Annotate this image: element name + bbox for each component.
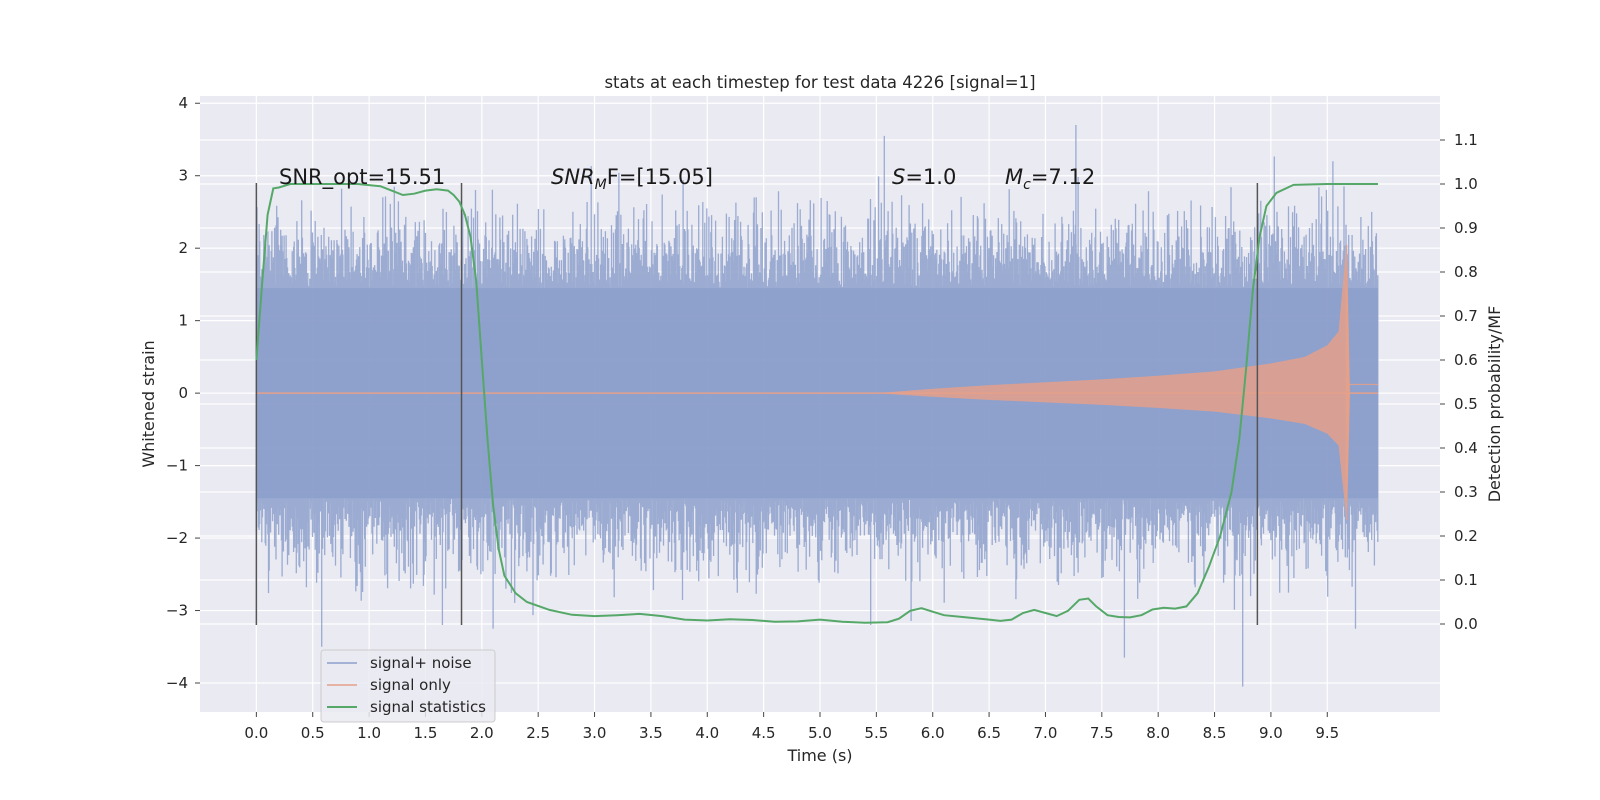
- annotation-s-value: =1.0: [905, 165, 956, 189]
- y-right-axis-ticks: 1.1 1.0 0.9 0.8 0.7 0.6 0.5 0.4 0.3 0.2 0.1 0.0: [1440, 131, 1478, 633]
- y-left-axis-label: Whitened strain: [139, 340, 158, 467]
- annotation-snr-mf-symbol: SNR: [551, 165, 595, 189]
- x-tick-label: 0.5: [301, 724, 325, 742]
- y-right-tick-label: 0.1: [1454, 571, 1478, 589]
- signal-envelope: [876, 244, 1347, 520]
- annotation-s-symbol: S: [892, 165, 905, 189]
- y-left-tick-label: −4: [166, 674, 188, 692]
- y-right-tick-label: 0.9: [1454, 219, 1478, 237]
- legend-label-signal-only: signal only: [370, 676, 451, 694]
- annotation-snr-mf: SNRMF=[15.05]: [551, 165, 713, 193]
- y-right-tick-label: 1.1: [1454, 131, 1478, 149]
- x-tick-label: 4.5: [752, 724, 776, 742]
- y-left-tick-label: 2: [178, 239, 188, 257]
- x-axis-ticks: 0.0 0.5 1.0 1.5 2.0 2.5 3.0 3.5 4.0 4.5 5.0 5.5 6.0 6…: [244, 712, 1339, 742]
- series-signal-only: [256, 244, 1378, 520]
- y-left-tick-label: 4: [178, 94, 188, 112]
- x-tick-label: 9.5: [1315, 724, 1339, 742]
- y-left-tick-label: −2: [166, 529, 188, 547]
- y-right-tick-label: 0.6: [1454, 351, 1478, 369]
- y-right-tick-label: 0.2: [1454, 527, 1478, 545]
- y-right-axis-label: Detection probability/MF: [1485, 306, 1504, 503]
- x-tick-label: 4.0: [695, 724, 719, 742]
- y-right-tick-label: 1.0: [1454, 175, 1478, 193]
- x-tick-label: 0.0: [244, 724, 268, 742]
- signal-statistics-line: [255, 183, 1378, 624]
- chart-title: stats at each timestep for test data 422…: [604, 73, 1035, 92]
- annotation-snr-mf-value: F=[15.05]: [607, 165, 713, 189]
- x-tick-label: 8.0: [1146, 724, 1170, 742]
- x-tick-label: 7.5: [1090, 724, 1114, 742]
- y-left-axis-ticks: 4 3 2 1 0 −1 −2 −3 −4: [166, 94, 200, 692]
- y-right-tick-label: 0.4: [1454, 439, 1478, 457]
- x-tick-label: 9.0: [1259, 724, 1283, 742]
- annotation-mc: Mc=7.12: [1005, 165, 1095, 193]
- x-tick-label: 5.5: [864, 724, 888, 742]
- x-tick-label: 6.5: [977, 724, 1001, 742]
- x-tick-label: 7.0: [1034, 724, 1058, 742]
- x-tick-label: 6.0: [921, 724, 945, 742]
- legend: signal+ noise signal only signal statist…: [320, 649, 496, 723]
- y-left-tick-label: −3: [166, 602, 188, 620]
- y-left-tick-label: 1: [178, 312, 188, 330]
- y-right-tick-label: 0.8: [1454, 263, 1478, 281]
- x-tick-label: 8.5: [1203, 724, 1227, 742]
- legend-box: [320, 649, 496, 723]
- x-tick-label: 2.0: [470, 724, 494, 742]
- x-tick-label: 1.0: [357, 724, 381, 742]
- x-tick-label: 2.5: [526, 724, 550, 742]
- x-tick-label: 3.5: [639, 724, 663, 742]
- annotation-mc-subscript: c: [1023, 177, 1031, 193]
- annotation-snr-mf-subscript: M: [595, 177, 607, 193]
- x-tick-label: 5.0: [808, 724, 832, 742]
- y-left-tick-label: 3: [178, 167, 188, 185]
- annotation-s: S=1.0: [892, 165, 956, 189]
- annotation-mc-value: =7.12: [1031, 165, 1095, 189]
- signal-merger-peak: [1345, 244, 1350, 520]
- legend-label-signal-plus-noise: signal+ noise: [370, 654, 472, 672]
- series-signal-statistics: [255, 183, 1378, 624]
- y-right-tick-label: 0.7: [1454, 307, 1478, 325]
- x-tick-label: 1.5: [414, 724, 438, 742]
- y-right-tick-label: 0.0: [1454, 615, 1478, 633]
- legend-label-signal-statistics: signal statistics: [370, 698, 486, 716]
- x-tick-label: 3.0: [583, 724, 607, 742]
- annotation-mc-symbol: M: [1005, 165, 1023, 189]
- x-axis-label: Time (s): [786, 746, 852, 765]
- y-left-tick-label: 0: [178, 384, 188, 402]
- y-right-tick-label: 0.3: [1454, 483, 1478, 501]
- y-left-tick-label: −1: [166, 457, 188, 475]
- y-right-tick-label: 0.5: [1454, 395, 1478, 413]
- annotation-snr-opt: SNR_opt=15.51: [279, 165, 445, 190]
